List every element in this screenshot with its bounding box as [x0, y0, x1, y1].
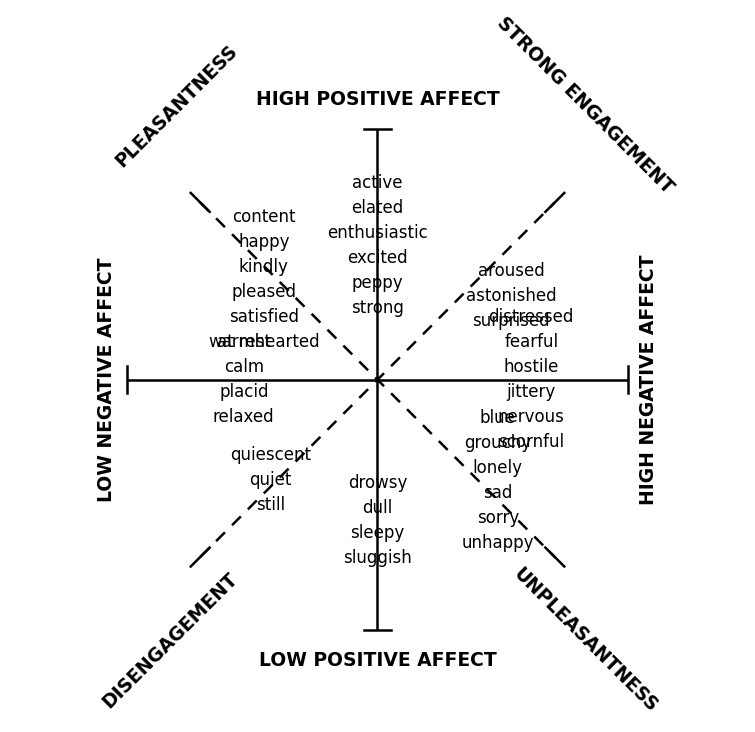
Text: aroused
astonished
surprised: aroused astonished surprised [466, 262, 556, 330]
Text: quiescent
quiet
still: quiescent quiet still [230, 446, 311, 514]
Text: distressed
fearful
hostile
jittery
nervous
scornful: distressed fearful hostile jittery nervo… [488, 308, 574, 451]
Text: DISENGAGEMENT: DISENGAGEMENT [99, 569, 242, 712]
Text: blue
grouchy
lonely
sad
sorry
unhappy: blue grouchy lonely sad sorry unhappy [461, 408, 534, 551]
Text: HIGH NEGATIVE AFFECT: HIGH NEGATIVE AFFECT [639, 255, 658, 505]
Text: drowsy
dull
sleepy
sluggish: drowsy dull sleepy sluggish [343, 474, 412, 567]
Text: UNPLEASANTNESS: UNPLEASANTNESS [509, 565, 661, 717]
Text: HIGH POSITIVE AFFECT: HIGH POSITIVE AFFECT [256, 90, 499, 109]
Text: LOW NEGATIVE AFFECT: LOW NEGATIVE AFFECT [97, 258, 116, 502]
Text: STRONG ENGAGEMENT: STRONG ENGAGEMENT [493, 14, 676, 198]
Text: at rest
calm
placid
relaxed: at rest calm placid relaxed [213, 333, 275, 426]
Text: LOW POSITIVE AFFECT: LOW POSITIVE AFFECT [259, 651, 496, 670]
Text: content
happy
kindly
pleased
satisfied
warmhearted: content happy kindly pleased satisfied w… [208, 208, 319, 351]
Text: active
elated
enthusiastic
excited
peppy
strong: active elated enthusiastic excited peppy… [327, 174, 428, 318]
Text: PLEASANTNESS: PLEASANTNESS [112, 41, 242, 171]
